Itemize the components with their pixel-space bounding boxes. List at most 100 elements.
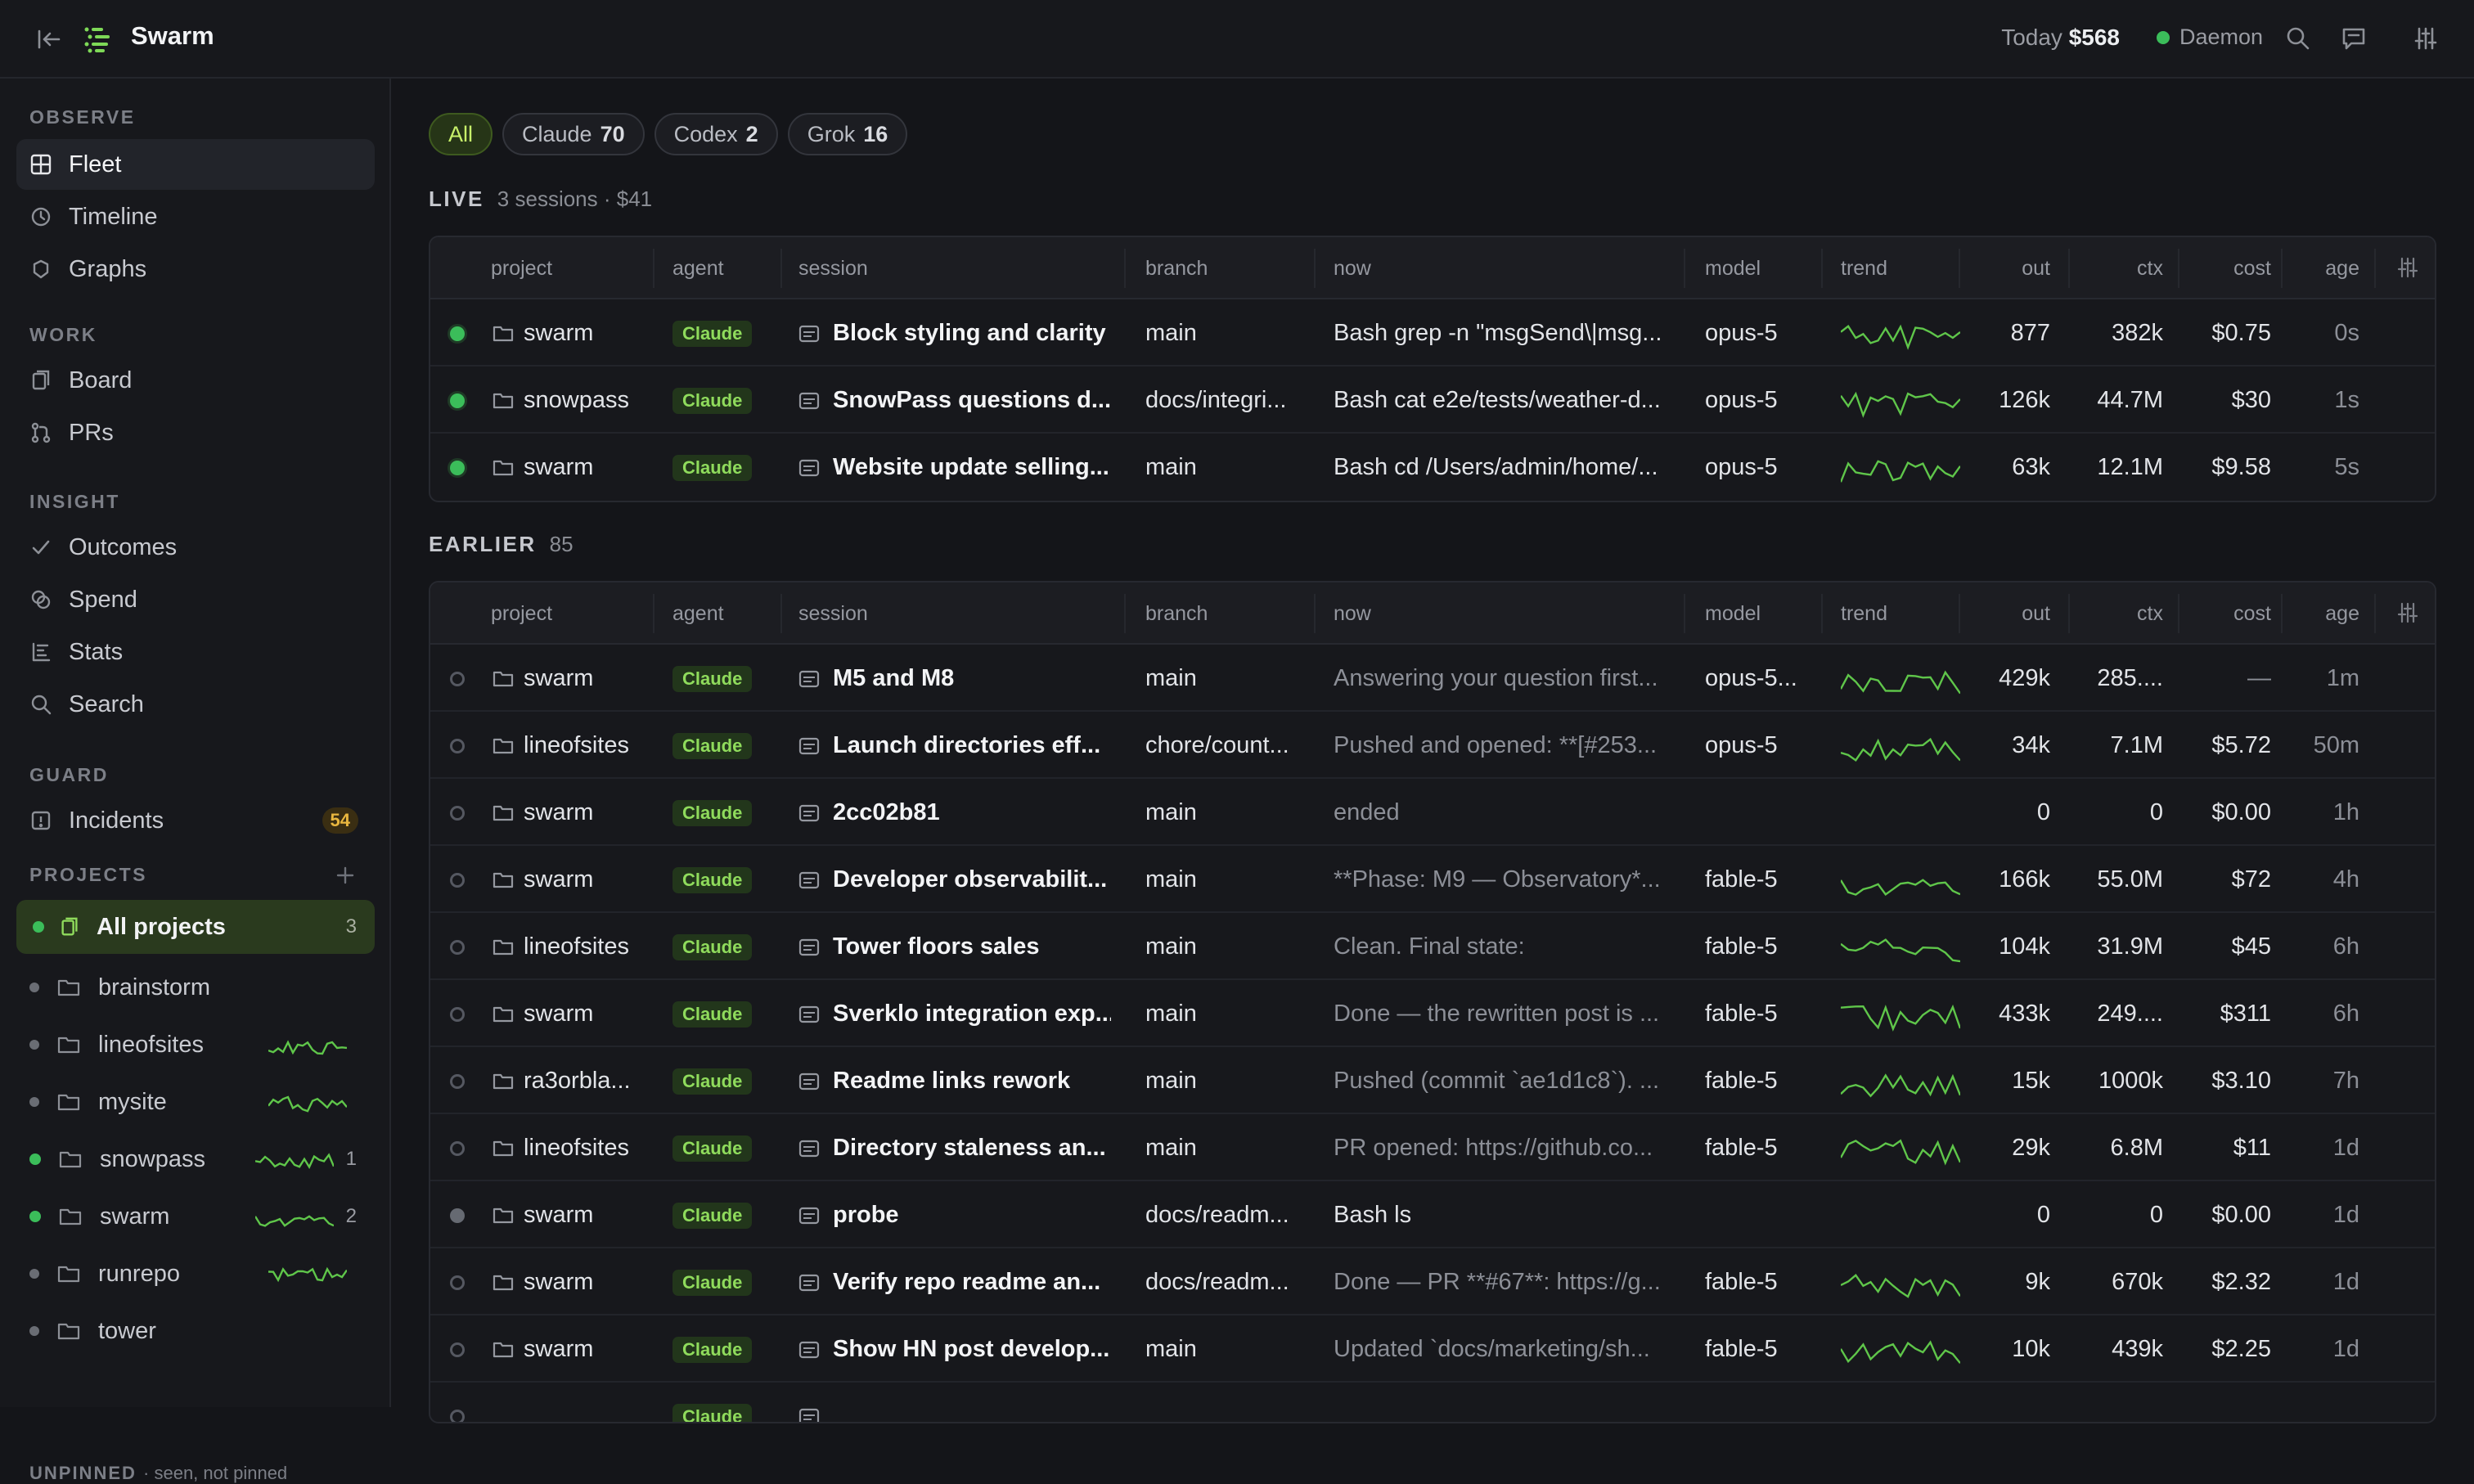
cell-session[interactable]: Block styling and clarity — [833, 320, 1106, 346]
column-header-model[interactable]: model — [1705, 257, 1761, 280]
column-divider[interactable] — [2178, 594, 2179, 633]
column-divider[interactable] — [653, 594, 654, 633]
cell-session[interactable]: Launch directories eff... — [833, 732, 1101, 758]
sidebar-item-all-projects[interactable]: All projects 3 — [16, 900, 375, 954]
table-row[interactable]: Claude swarm Sverklo integration exp... mai… — [430, 980, 2435, 1047]
sidebar-project-tower[interactable]: tower — [29, 1311, 373, 1351]
sliders-icon[interactable] — [2412, 25, 2440, 52]
column-header-session[interactable]: session — [798, 602, 868, 625]
column-header-age[interactable]: age — [2325, 602, 2359, 625]
cell-session[interactable]: SnowPass questions d... — [833, 387, 1111, 413]
column-divider[interactable] — [1314, 594, 1316, 633]
filter-chip-grok[interactable]: Grok 16 — [787, 113, 908, 155]
column-header-age[interactable]: age — [2325, 257, 2359, 280]
collapse-sidebar-icon[interactable] — [34, 25, 64, 54]
column-header-ctx[interactable]: ctx — [2137, 257, 2163, 280]
table-row[interactable]: Claude swarm M5 and M8 main Answering your q… — [430, 645, 2435, 712]
column-header-trend[interactable]: trend — [1841, 257, 1887, 280]
column-divider[interactable] — [2374, 594, 2376, 633]
filter-chip-claude[interactable]: Claude 70 — [502, 113, 645, 155]
column-divider[interactable] — [1684, 594, 1685, 633]
cell-project[interactable]: swarm — [524, 1336, 594, 1362]
sidebar-project-swarm[interactable]: swarm 2 — [29, 1196, 373, 1237]
cell-session[interactable]: Show HN post develop... — [833, 1336, 1110, 1362]
cell-project[interactable]: lineofsites — [524, 732, 629, 758]
cell-session[interactable]: Directory staleness an... — [833, 1135, 1106, 1161]
column-divider[interactable] — [1314, 249, 1316, 288]
sidebar-item-fleet[interactable]: Fleet — [16, 139, 375, 190]
chat-icon[interactable] — [2340, 25, 2368, 52]
column-header-project[interactable]: project — [491, 257, 553, 280]
sidebar-item-search[interactable]: Search — [16, 679, 375, 730]
cell-project[interactable]: lineofsites — [524, 1135, 629, 1161]
cell-project[interactable]: swarm — [524, 1202, 594, 1228]
sidebar-item-spend[interactable]: Spend — [16, 574, 375, 625]
table-row[interactable]: Claude swarm Show HN post develop... main Up… — [430, 1315, 2435, 1383]
column-divider[interactable] — [2374, 249, 2376, 288]
cell-session[interactable]: 2cc02b81 — [833, 799, 940, 825]
column-header-cost[interactable]: cost — [2233, 602, 2271, 625]
cell-project[interactable]: swarm — [524, 799, 594, 825]
cell-session[interactable]: Verify repo readme an... — [833, 1269, 1101, 1295]
table-row[interactable]: Claude ra3orbla... Readme links rework main… — [430, 1047, 2435, 1114]
column-header-now[interactable]: now — [1334, 602, 1371, 625]
sidebar-project-mysite[interactable]: mysite — [29, 1082, 373, 1122]
filter-chip-all[interactable]: All — [429, 113, 493, 155]
sidebar-project-brainstorm[interactable]: brainstorm — [29, 967, 373, 1008]
sidebar-item-outcomes[interactable]: Outcomes — [16, 522, 375, 573]
sidebar-item-board[interactable]: Board — [16, 355, 375, 406]
column-divider[interactable] — [1821, 594, 1823, 633]
cell-session[interactable]: Developer observabilit... — [833, 866, 1108, 893]
table-row[interactable]: Claude lineofsites Launch directories eff.… — [430, 712, 2435, 779]
table-row[interactable]: Claude — [430, 1383, 2435, 1422]
sidebar-item-stats[interactable]: Stats — [16, 627, 375, 677]
column-divider[interactable] — [2281, 249, 2283, 288]
column-divider[interactable] — [653, 249, 654, 288]
sidebar-project-snowpass[interactable]: snowpass 1 — [29, 1139, 373, 1180]
cell-session[interactable]: Readme links rework — [833, 1068, 1071, 1094]
column-divider[interactable] — [2068, 594, 2070, 633]
column-divider[interactable] — [780, 249, 782, 288]
column-header-ctx[interactable]: ctx — [2137, 602, 2163, 625]
cell-project[interactable]: swarm — [524, 1269, 594, 1295]
column-divider[interactable] — [2178, 249, 2179, 288]
table-row[interactable]: Claude swarm Website update selling... main… — [430, 434, 2435, 501]
column-divider[interactable] — [1124, 594, 1126, 633]
column-divider[interactable] — [1684, 249, 1685, 288]
column-header-branch[interactable]: branch — [1145, 602, 1208, 625]
cell-session[interactable]: M5 and M8 — [833, 665, 955, 691]
table-row[interactable]: Claude swarm Block styling and clarity main… — [430, 299, 2435, 367]
column-settings-icon[interactable] — [2395, 600, 2420, 625]
column-header-project[interactable]: project — [491, 602, 553, 625]
cell-project[interactable]: swarm — [524, 665, 594, 691]
cell-session[interactable]: Website update selling... — [833, 454, 1109, 480]
cell-session[interactable]: Tower floors sales — [833, 933, 1040, 960]
table-row[interactable]: Claude lineofsites Tower floors sales main C… — [430, 913, 2435, 980]
column-header-branch[interactable]: branch — [1145, 257, 1208, 280]
column-header-session[interactable]: session — [798, 257, 868, 280]
column-header-agent[interactable]: agent — [672, 257, 724, 280]
add-project-icon[interactable] — [334, 864, 357, 887]
column-divider[interactable] — [2068, 249, 2070, 288]
sidebar-item-timeline[interactable]: Timeline — [16, 191, 375, 242]
column-settings-icon[interactable] — [2395, 255, 2420, 280]
table-row[interactable]: Claude swarm 2cc02b81 main ended 0 0 $0.00 1h — [430, 779, 2435, 846]
sidebar-item-incidents[interactable]: Incidents 54 — [16, 795, 375, 846]
cell-project[interactable]: swarm — [524, 320, 594, 346]
column-divider[interactable] — [2281, 594, 2283, 633]
column-header-model[interactable]: model — [1705, 602, 1761, 625]
column-header-out[interactable]: out — [2022, 602, 2050, 625]
cell-project[interactable]: swarm — [524, 866, 594, 893]
column-divider[interactable] — [1821, 249, 1823, 288]
cell-project[interactable]: swarm — [524, 454, 594, 480]
column-header-now[interactable]: now — [1334, 257, 1371, 280]
column-divider[interactable] — [1124, 249, 1126, 288]
daemon-status[interactable]: Daemon — [2157, 25, 2263, 50]
column-divider[interactable] — [1959, 594, 1960, 633]
column-divider[interactable] — [1959, 249, 1960, 288]
cell-project[interactable]: lineofsites — [524, 933, 629, 960]
cell-project[interactable]: swarm — [524, 1001, 594, 1027]
column-header-cost[interactable]: cost — [2233, 257, 2271, 280]
column-header-out[interactable]: out — [2022, 257, 2050, 280]
cell-session[interactable]: Sverklo integration exp... — [833, 1001, 1111, 1027]
